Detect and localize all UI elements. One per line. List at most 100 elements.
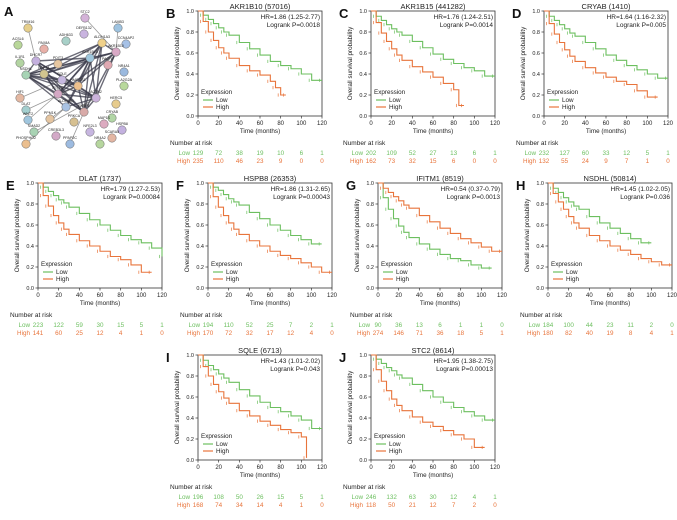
km-curve-high	[38, 182, 152, 273]
y-tick-label: 0.2	[26, 265, 34, 271]
risk-count-low: 72	[215, 150, 223, 157]
risk-count-high: 0	[330, 330, 334, 337]
network-node-circle	[29, 127, 39, 137]
risk-row-label-high: High	[17, 330, 30, 337]
risk-count-high: 118	[366, 502, 377, 509]
risk-count-low: 246	[366, 494, 377, 501]
network-node-circle	[80, 13, 90, 23]
network-node: NR4A2	[94, 136, 106, 149]
risk-count-high: 146	[393, 330, 404, 337]
risk-count-low: 110	[224, 322, 235, 329]
risk-row-label-high: High	[177, 502, 190, 509]
risk-count-high: 8	[629, 330, 633, 337]
y-tick-label: 0.8	[186, 30, 194, 36]
network-node-circle	[69, 117, 79, 127]
legend-label-low: Low	[389, 441, 401, 448]
network-node: ACTN2	[90, 90, 102, 103]
risk-count-low: 13	[450, 150, 458, 157]
y-tick-label: 0.4	[359, 416, 367, 422]
y-tick-label: 0.4	[366, 244, 374, 250]
network-node-circle	[79, 107, 89, 117]
km-curve-high	[548, 182, 672, 266]
network-node-label: PPM1K	[44, 111, 57, 115]
risk-row-label-high: High	[350, 502, 363, 509]
network-node-label: PRKCA	[68, 114, 81, 118]
y-tick-label: 1.0	[532, 9, 540, 15]
network-node-label: TRIM16	[22, 20, 35, 24]
risk-count-high: 0	[320, 502, 324, 509]
y-tick-label: 0.2	[359, 93, 367, 99]
risk-count-high: 110	[214, 158, 225, 165]
legend-label-low: Low	[562, 97, 574, 104]
risk-count-low: 1	[480, 322, 484, 329]
chart-title: DLAT (1737)	[79, 174, 122, 183]
network-node-label: ADH633	[59, 33, 73, 37]
network-node-circle	[103, 60, 113, 70]
x-tick-label: 0	[376, 293, 380, 299]
x-tick-label: 80	[457, 293, 464, 299]
network-node-label: PAX8A	[38, 41, 50, 45]
network-node: PAQR7	[102, 57, 114, 70]
y-tick-label: 0.0	[196, 286, 204, 292]
panel-letter: G	[346, 178, 356, 193]
network-node-label: CREB3L3	[48, 128, 64, 132]
y-tick-label: 0.0	[359, 114, 367, 120]
network-node-circle	[117, 125, 127, 135]
risk-count-low: 1	[493, 150, 497, 157]
risk-count-low: 25	[266, 322, 274, 329]
logrank-p: Logrank P=0.00013	[436, 366, 493, 373]
network-node: CREB3L3	[48, 128, 64, 141]
risk-count-high: 162	[366, 158, 377, 165]
legend-label-high: High	[226, 276, 239, 283]
x-tick-label: 40	[409, 121, 416, 127]
legend-title: Expression	[374, 433, 406, 440]
panel-letter: D	[512, 6, 521, 21]
risk-count-high: 7	[625, 158, 629, 165]
logrank-p: Logrank P=0.00043	[273, 194, 330, 201]
network-node-circle	[107, 113, 117, 123]
x-tick-label: 40	[586, 293, 593, 299]
chart-title: NSDHL (50814)	[583, 174, 637, 183]
legend-label-high: High	[389, 448, 402, 455]
risk-count-high: 14	[256, 502, 264, 509]
risk-count-high: 274	[373, 330, 384, 337]
km-curve-low	[378, 182, 492, 269]
network-node: WNT2	[23, 112, 33, 125]
risk-count-low: 122	[53, 322, 64, 329]
panel-letter: B	[166, 6, 175, 21]
x-axis-label: Time (months)	[250, 300, 290, 307]
y-axis-label: Overall survival probability	[184, 198, 191, 272]
network-node-label: HSPB8	[116, 122, 128, 126]
risk-count-high: 4	[119, 330, 123, 337]
km-panel-c: C AKR1B15 (441282) 0.0 0.2 0.4 0.6 0.8 1.0 0 20 40…	[339, 2, 501, 165]
x-tick-label: 120	[497, 293, 508, 299]
network-node-label: SQLE	[57, 72, 67, 76]
network-node-circle	[51, 131, 61, 141]
network-node-label: STC2	[80, 10, 89, 14]
km-panel-f: F HSPB8 (26353)0.00.20.40.60.81.00 20 40 60 8…	[176, 174, 338, 337]
network-node-label: NFE2L3	[83, 124, 96, 128]
x-tick-label: 0	[206, 293, 210, 299]
risk-row-label-high: High	[187, 330, 200, 337]
logrank-p: Logrank P=0.0013	[447, 194, 501, 201]
y-tick-label: 0.2	[186, 93, 194, 99]
risk-count-low: 1	[493, 494, 497, 501]
x-tick-label: 80	[277, 121, 284, 127]
km-curve-low	[198, 354, 322, 430]
x-axis-label: Time (months)	[413, 472, 453, 479]
network-node-label: LAMB3	[112, 20, 124, 24]
network-node-label: FKBP1	[78, 104, 89, 108]
logrank-p: Logrank P=0.005	[616, 22, 666, 29]
chart-title: HSPB8 (26353)	[244, 174, 297, 183]
network-node: IL1R1	[15, 55, 25, 68]
risk-table-title: Number at risk	[170, 484, 213, 491]
y-tick-label: 1.0	[359, 353, 367, 359]
legend-label-high: High	[562, 104, 575, 111]
network-node-label: PHOSPHO2	[16, 136, 36, 140]
legend-label-high: High	[216, 104, 229, 111]
y-tick-label: 1.0	[359, 9, 367, 15]
y-axis-label: Overall survival probability	[354, 198, 361, 272]
logrank-p: Logrank P=0.036	[620, 194, 670, 201]
risk-count-high: 235	[193, 158, 204, 165]
risk-row-label-low: Low	[188, 322, 200, 329]
